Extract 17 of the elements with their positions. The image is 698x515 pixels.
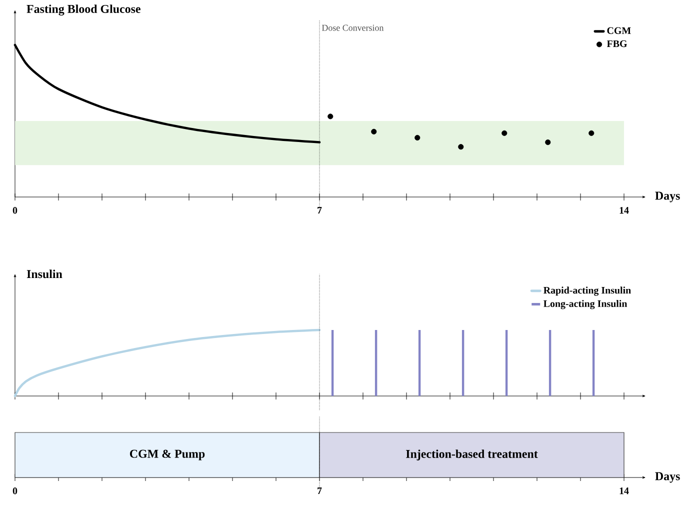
x-tick-label: 14 [620,207,629,214]
x-tick-label: 0 [12,488,18,494]
y-axis-title: Fasting Blood Glucose [26,4,140,16]
legend-label: Rapid-acting Insulin [544,286,631,296]
legend-label: Long-acting Insulin [544,300,628,310]
legend-label: CGM [607,27,631,34]
x-tick-label: 14 [620,488,629,494]
series-label: CGM & Pump [130,450,205,460]
ref-line-label: Dose Conversion [322,24,384,31]
x-tick-label: 7 [318,207,322,214]
y-axis-title: Insulin [26,270,62,278]
x-axis-title: Days [655,192,680,202]
legend-label: FBG [606,40,627,48]
x-axis-title: Days [655,472,680,483]
x-tick-label: 0 [12,207,18,214]
series-label: Injection-based treatment [406,450,538,460]
x-tick-label: 7 [318,488,322,494]
